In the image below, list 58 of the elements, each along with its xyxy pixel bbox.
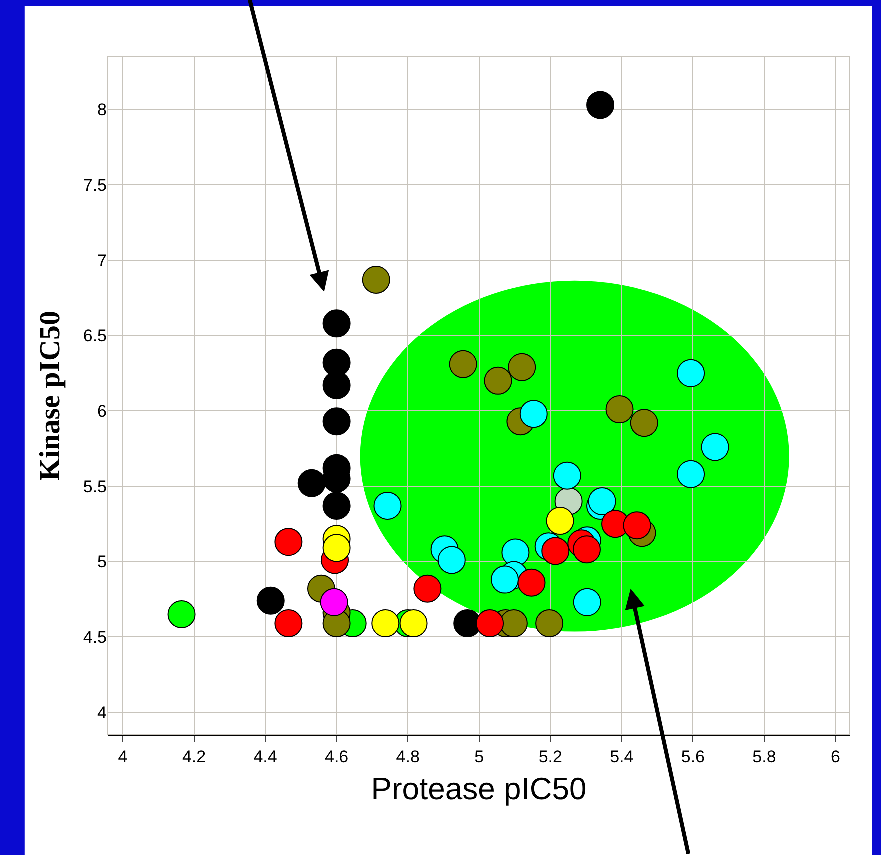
- point: [322, 534, 351, 562]
- point: [677, 359, 706, 388]
- point: [298, 469, 326, 498]
- x-tick-label: 5.6: [681, 747, 706, 766]
- x-tick-label: 6: [831, 747, 840, 766]
- point: [322, 492, 351, 520]
- point: [372, 610, 400, 638]
- point: [438, 546, 466, 574]
- x-tick-label: 4.4: [254, 747, 278, 766]
- point: [546, 507, 574, 536]
- x-tick-label: 5.4: [610, 747, 634, 766]
- x-tick-label: 4.6: [324, 747, 349, 766]
- x-tick-label: 4.2: [182, 747, 206, 766]
- y-axis-title: Kinase pIC50: [34, 310, 67, 482]
- point: [502, 538, 530, 567]
- y-tick-label: 5: [98, 552, 107, 572]
- y-tick-label: 7: [98, 251, 107, 270]
- y-tick-label: 8: [98, 100, 107, 120]
- y-tick-label: 6: [98, 402, 107, 422]
- point: [374, 492, 402, 520]
- point: [606, 396, 634, 424]
- point: [414, 574, 442, 603]
- x-tick-label: 5.8: [752, 747, 776, 766]
- point: [536, 610, 564, 638]
- point: [542, 537, 570, 566]
- y-tick-label: 6.5: [83, 326, 107, 346]
- point: [449, 350, 478, 378]
- point: [573, 588, 602, 616]
- point: [701, 433, 730, 462]
- point: [586, 91, 615, 120]
- point: [484, 366, 512, 395]
- point: [623, 512, 652, 540]
- point: [677, 460, 706, 488]
- point: [274, 528, 303, 556]
- point: [322, 408, 351, 436]
- point: [322, 310, 351, 338]
- y-tick-label: 5.5: [83, 477, 107, 496]
- y-tick-label: 4: [98, 703, 107, 722]
- point: [553, 462, 582, 490]
- x-tick-label: 5: [474, 747, 484, 766]
- y-tick-label: 4.5: [83, 628, 107, 648]
- point: [508, 353, 536, 382]
- point: [400, 610, 428, 638]
- x-tick-label: 4.8: [396, 747, 420, 766]
- y-tick-label: 7.5: [83, 176, 107, 196]
- point: [630, 409, 658, 438]
- point: [256, 586, 285, 615]
- point: [588, 487, 616, 516]
- x-axis-title: Protease pIC50: [371, 772, 587, 807]
- point: [520, 400, 548, 428]
- point: [491, 566, 520, 594]
- point: [274, 610, 303, 638]
- point: [573, 536, 601, 564]
- point: [362, 266, 390, 294]
- x-tick-label: 5.2: [538, 747, 562, 766]
- point: [168, 600, 196, 628]
- point: [518, 568, 546, 597]
- x-tick-label: 4: [118, 747, 128, 766]
